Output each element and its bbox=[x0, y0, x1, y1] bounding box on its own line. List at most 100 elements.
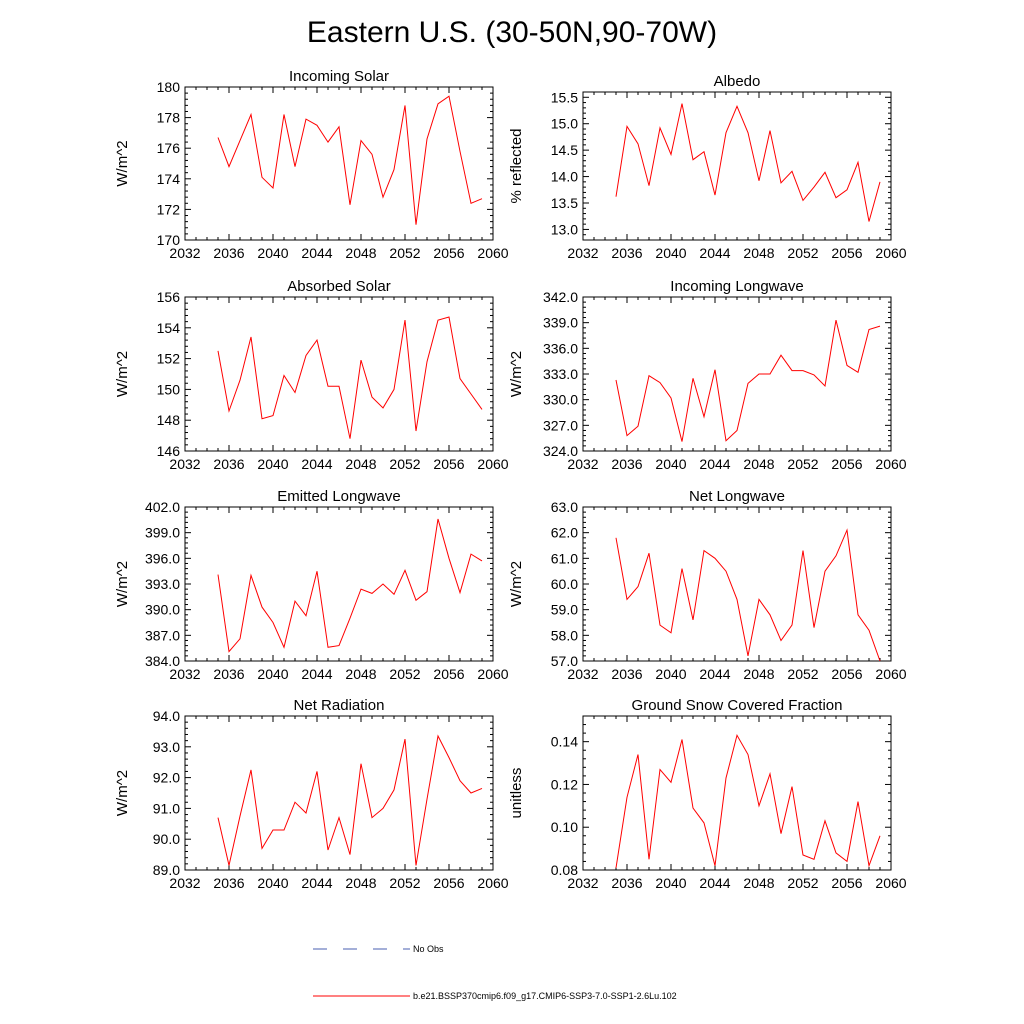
y-tick-label: 172 bbox=[157, 201, 181, 217]
x-tick-label: 2040 bbox=[257, 666, 288, 682]
panel-incoming-solar: Incoming Solar 2032 2036 2040 2044 2048 2052 20… bbox=[114, 68, 509, 261]
y-axis-label: unitless bbox=[508, 768, 525, 819]
y-axis-label: W/m^2 bbox=[114, 140, 131, 186]
x-tick-label: 2048 bbox=[743, 666, 774, 682]
panel-title: Emitted Longwave bbox=[277, 488, 400, 505]
x-tick-label: 2036 bbox=[611, 456, 642, 472]
y-tick-label: 15.0 bbox=[551, 116, 578, 132]
x-tick-label: 2036 bbox=[213, 875, 244, 891]
panel-net-radiation: Net Radiation 2032 2036 2040 2044 2048 2052 205… bbox=[114, 697, 509, 891]
legend: No Obs b.e21.BSSP370cmip6.f09_g17.CMIP6-… bbox=[313, 944, 677, 1001]
y-tick-label: 327.0 bbox=[543, 417, 578, 433]
panel-emitted-longwave: Emitted Longwave 2032 2036 2040 2044 2048 2052… bbox=[114, 488, 509, 682]
x-tick-label: 2052 bbox=[787, 245, 818, 261]
panel-absorbed-solar: Absorbed Solar 2032 2036 2040 2044 2048 2052 20… bbox=[114, 278, 509, 472]
plot-frame bbox=[184, 506, 494, 662]
y-tick-label: 89.0 bbox=[153, 862, 180, 878]
y-tick-label: 178 bbox=[157, 110, 181, 126]
x-tick-label: 2060 bbox=[875, 456, 906, 472]
x-tick-label: 2052 bbox=[389, 456, 420, 472]
y-tick-label: 402.0 bbox=[145, 499, 180, 515]
x-tick-label: 2060 bbox=[875, 875, 906, 891]
y-tick-label: 176 bbox=[157, 140, 181, 156]
y-tick-label: 58.0 bbox=[551, 627, 578, 643]
x-tick-label: 2032 bbox=[567, 666, 598, 682]
plot-frame bbox=[184, 86, 494, 241]
series-line-net-longwave bbox=[615, 528, 881, 662]
x-tick-label: 2044 bbox=[699, 666, 730, 682]
x-tick-label: 2032 bbox=[169, 456, 200, 472]
x-tick-label: 2060 bbox=[477, 875, 508, 891]
y-axis-label: W/m^2 bbox=[114, 561, 131, 607]
y-tick-label: 148 bbox=[157, 412, 181, 428]
y-tick-label: 59.0 bbox=[551, 602, 578, 618]
x-tick-label: 2040 bbox=[257, 875, 288, 891]
panel-title: Albedo bbox=[714, 73, 761, 90]
y-tick-label: 90.0 bbox=[153, 831, 180, 847]
series-line-ground-snow-covered-fraction bbox=[615, 733, 881, 868]
y-tick-label: 63.0 bbox=[551, 499, 578, 515]
y-tick-label: 94.0 bbox=[153, 708, 180, 724]
x-tick-label: 2060 bbox=[477, 666, 508, 682]
x-tick-label: 2040 bbox=[257, 245, 288, 261]
x-tick-label: 2040 bbox=[655, 666, 686, 682]
x-tick-label: 2048 bbox=[345, 875, 376, 891]
y-axis-label: W/m^2 bbox=[114, 770, 131, 816]
y-tick-label: 0.08 bbox=[551, 862, 578, 878]
y-tick-label: 174 bbox=[157, 171, 181, 187]
x-tick-label: 2040 bbox=[257, 456, 288, 472]
x-tick-label: 2056 bbox=[433, 245, 464, 261]
x-tick-label: 2048 bbox=[345, 456, 376, 472]
y-tick-label: 0.10 bbox=[551, 819, 578, 835]
x-tick-label: 2052 bbox=[787, 456, 818, 472]
x-tick-label: 2032 bbox=[169, 245, 200, 261]
y-tick-label: 396.0 bbox=[145, 550, 180, 566]
panel-title: Incoming Longwave bbox=[670, 278, 803, 295]
x-tick-label: 2060 bbox=[477, 245, 508, 261]
y-tick-label: 57.0 bbox=[551, 653, 578, 669]
x-tick-label: 2044 bbox=[301, 666, 332, 682]
y-tick-label: 333.0 bbox=[543, 366, 578, 382]
plot-frame bbox=[184, 296, 494, 452]
y-tick-label: 150 bbox=[157, 381, 181, 397]
y-tick-label: 62.0 bbox=[551, 525, 578, 541]
y-tick-label: 342.0 bbox=[543, 289, 578, 305]
legend-label-model: b.e21.BSSP370cmip6.f09_g17.CMIP6-SSP3-7.… bbox=[413, 991, 677, 1001]
figure-title: Eastern U.S. (30-50N,90-70W) bbox=[307, 16, 717, 49]
y-tick-label: 393.0 bbox=[145, 576, 180, 592]
plot-frame bbox=[582, 91, 892, 241]
panel-incoming-longwave: Incoming Longwave 2032 2036 2040 2044 2048 205… bbox=[508, 278, 907, 472]
y-tick-label: 14.5 bbox=[551, 142, 578, 158]
series-line-emitted-longwave bbox=[217, 518, 483, 653]
x-tick-label: 2048 bbox=[743, 456, 774, 472]
y-tick-label: 152 bbox=[157, 351, 181, 367]
x-tick-label: 2040 bbox=[655, 245, 686, 261]
panel-net-longwave: Net Longwave 2032 2036 2040 2044 2048 2052 2056… bbox=[508, 488, 907, 682]
y-tick-label: 14.0 bbox=[551, 169, 578, 185]
panel-albedo: Albedo 2032 2036 2040 2044 2048 2052 2056 2060 13… bbox=[508, 73, 907, 261]
x-tick-label: 2052 bbox=[389, 875, 420, 891]
panels-group: Incoming Solar 2032 2036 2040 2044 2048 2052 20… bbox=[114, 68, 907, 891]
y-tick-label: 92.0 bbox=[153, 770, 180, 786]
panel-title: Absorbed Solar bbox=[287, 278, 390, 295]
x-tick-label: 2032 bbox=[169, 875, 200, 891]
x-tick-label: 2056 bbox=[831, 456, 862, 472]
plot-frame bbox=[582, 506, 892, 662]
y-tick-label: 390.0 bbox=[145, 602, 180, 618]
y-tick-label: 13.0 bbox=[551, 221, 578, 237]
series-line-net-radiation bbox=[217, 734, 483, 866]
x-tick-label: 2044 bbox=[699, 456, 730, 472]
x-tick-label: 2048 bbox=[345, 666, 376, 682]
y-tick-label: 154 bbox=[157, 320, 181, 336]
x-tick-label: 2052 bbox=[389, 666, 420, 682]
x-tick-label: 2048 bbox=[743, 875, 774, 891]
x-tick-label: 2032 bbox=[567, 456, 598, 472]
x-tick-label: 2060 bbox=[875, 245, 906, 261]
x-tick-label: 2044 bbox=[699, 245, 730, 261]
y-tick-label: 180 bbox=[157, 79, 181, 95]
x-tick-label: 2032 bbox=[567, 245, 598, 261]
y-tick-label: 146 bbox=[157, 443, 181, 459]
series-line-absorbed-solar bbox=[217, 316, 483, 439]
y-tick-label: 170 bbox=[157, 232, 181, 248]
